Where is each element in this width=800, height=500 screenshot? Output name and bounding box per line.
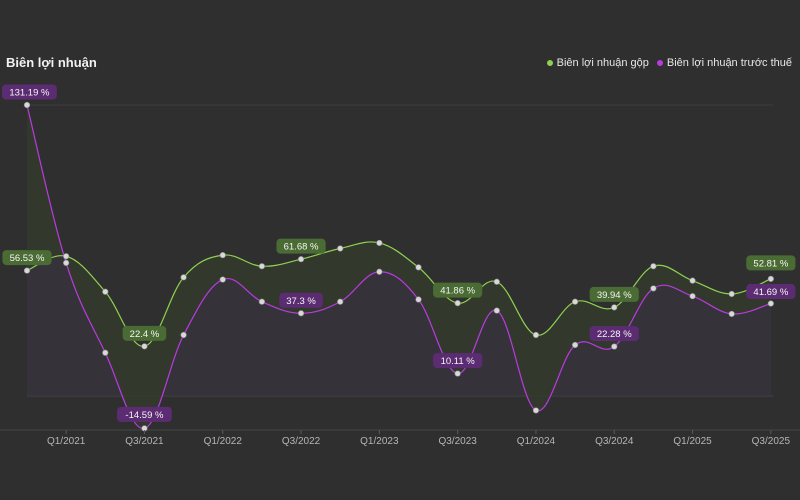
data-label-bg <box>589 326 639 342</box>
data-label-text: 41.69 % <box>753 287 788 298</box>
x-tick-label: Q3/2023 <box>438 436 477 447</box>
data-label-0-19: 52.81 % <box>746 255 796 271</box>
data-label-bg <box>746 255 796 271</box>
data-point-1-2 <box>102 349 109 356</box>
data-point-1-12 <box>493 307 500 314</box>
data-label-text: 61.68 % <box>284 242 319 253</box>
data-label-0-11: 41.86 % <box>433 282 483 298</box>
data-point-1-17 <box>689 293 696 300</box>
data-point-0-2 <box>102 288 109 295</box>
legend-dot-gross-icon <box>546 60 553 66</box>
legend-item-gross-margin[interactable]: Biên lợi nhuận gộp <box>546 57 649 69</box>
data-label-0-0: 56.53 % <box>2 250 52 266</box>
legend: Biên lợi nhuận gộp Biên lợi nhuận trước … <box>546 57 792 69</box>
data-label-bg <box>433 282 483 298</box>
data-point-1-6 <box>258 298 266 305</box>
data-label-1-3: -14.59 % <box>117 406 172 422</box>
data-point-1-7 <box>297 310 305 317</box>
data-point-1-1 <box>63 259 70 267</box>
data-label-bg <box>589 286 639 302</box>
data-label-text: 37.3 % <box>286 296 316 307</box>
x-tick-label: Q1/2023 <box>360 436 399 447</box>
data-label-bg <box>122 325 167 341</box>
x-tick-label: Q1/2021 <box>47 436 86 447</box>
x-tick-label: Q3/2021 <box>125 436 164 447</box>
data-point-0-11 <box>454 300 461 307</box>
data-label-text: 22.4 % <box>130 329 160 340</box>
x-tick-label: Q3/2025 <box>752 436 791 447</box>
data-label-text: 52.81 % <box>753 258 788 269</box>
area-pretax-margin <box>27 105 771 429</box>
data-label-1-19: 41.69 % <box>746 284 796 300</box>
data-label-bg <box>117 406 172 422</box>
data-point-0-14 <box>571 298 579 305</box>
data-label-text: -14.59 % <box>125 410 164 421</box>
data-label-bg <box>433 353 483 369</box>
series-line-1 <box>26 104 772 429</box>
data-point-0-18 <box>728 290 735 298</box>
x-tick-label: Q3/2022 <box>282 436 321 447</box>
data-label-text: 41.86 % <box>440 286 475 297</box>
data-point-0-1 <box>63 253 70 260</box>
data-point-0-0 <box>23 267 31 274</box>
x-tick-label: Q3/2024 <box>595 436 634 447</box>
data-label-1-11: 10.11 % <box>433 353 483 369</box>
data-point-0-19 <box>767 275 774 282</box>
data-point-1-18 <box>728 310 735 318</box>
data-label-0-3: 22.4 % <box>122 325 167 341</box>
data-label-bg <box>276 238 326 254</box>
data-label-1-15: 22.28 % <box>589 326 639 342</box>
x-tick-label: Q1/2024 <box>517 436 556 447</box>
data-point-1-15 <box>611 343 618 350</box>
legend-dot-pretax-icon <box>656 60 663 66</box>
data-label-bg <box>746 284 796 300</box>
x-tick-label: Q1/2025 <box>673 436 712 447</box>
data-label-text: 56.53 % <box>10 253 45 264</box>
data-point-1-10 <box>415 296 422 303</box>
data-point-0-15 <box>611 304 618 311</box>
data-point-0-3 <box>141 343 148 350</box>
x-tick-label: Q1/2022 <box>204 436 243 447</box>
data-point-0-17 <box>689 277 696 284</box>
data-point-0-12 <box>493 278 500 285</box>
data-label-bg <box>279 292 323 308</box>
data-point-1-4 <box>180 331 187 339</box>
area-band-between <box>27 105 771 429</box>
data-label-bg <box>2 84 57 100</box>
data-point-0-5 <box>219 252 226 259</box>
data-point-1-8 <box>337 298 344 305</box>
data-point-0-16 <box>650 263 657 270</box>
data-label-bg <box>2 250 52 266</box>
data-label-text: 131.19 % <box>9 88 50 99</box>
data-label-text: 22.28 % <box>597 329 632 340</box>
data-label-1-7: 37.3 % <box>279 292 323 308</box>
data-point-0-13 <box>532 331 540 339</box>
data-label-1-0: 131.19 % <box>2 84 57 100</box>
legend-item-pretax-margin[interactable]: Biên lợi nhuận trước thuế <box>656 57 792 69</box>
data-label-0-7: 61.68 % <box>276 238 326 254</box>
data-point-1-5 <box>219 276 226 283</box>
data-label-text: 39.94 % <box>597 290 632 301</box>
data-point-0-9 <box>376 239 383 247</box>
data-point-1-19 <box>767 300 774 307</box>
data-point-1-14 <box>571 341 579 349</box>
data-label-text: 10.11 % <box>441 356 476 367</box>
data-point-1-9 <box>376 268 383 275</box>
legend-label-gross: Biên lợi nhuận gộp <box>556 57 649 69</box>
data-point-0-4 <box>180 274 187 281</box>
data-point-1-11 <box>454 370 461 377</box>
data-point-0-7 <box>297 256 305 263</box>
data-point-1-16 <box>650 285 657 292</box>
data-point-0-6 <box>258 263 266 270</box>
data-point-0-10 <box>415 264 422 271</box>
data-point-0-8 <box>337 245 344 252</box>
chart-title: Biên lợi nhuận <box>6 55 97 70</box>
data-label-0-15: 39.94 % <box>589 286 639 302</box>
legend-label-pretax: Biên lợi nhuận trước thuế <box>666 57 792 69</box>
data-point-1-13 <box>532 407 540 414</box>
data-point-1-0 <box>23 101 31 109</box>
